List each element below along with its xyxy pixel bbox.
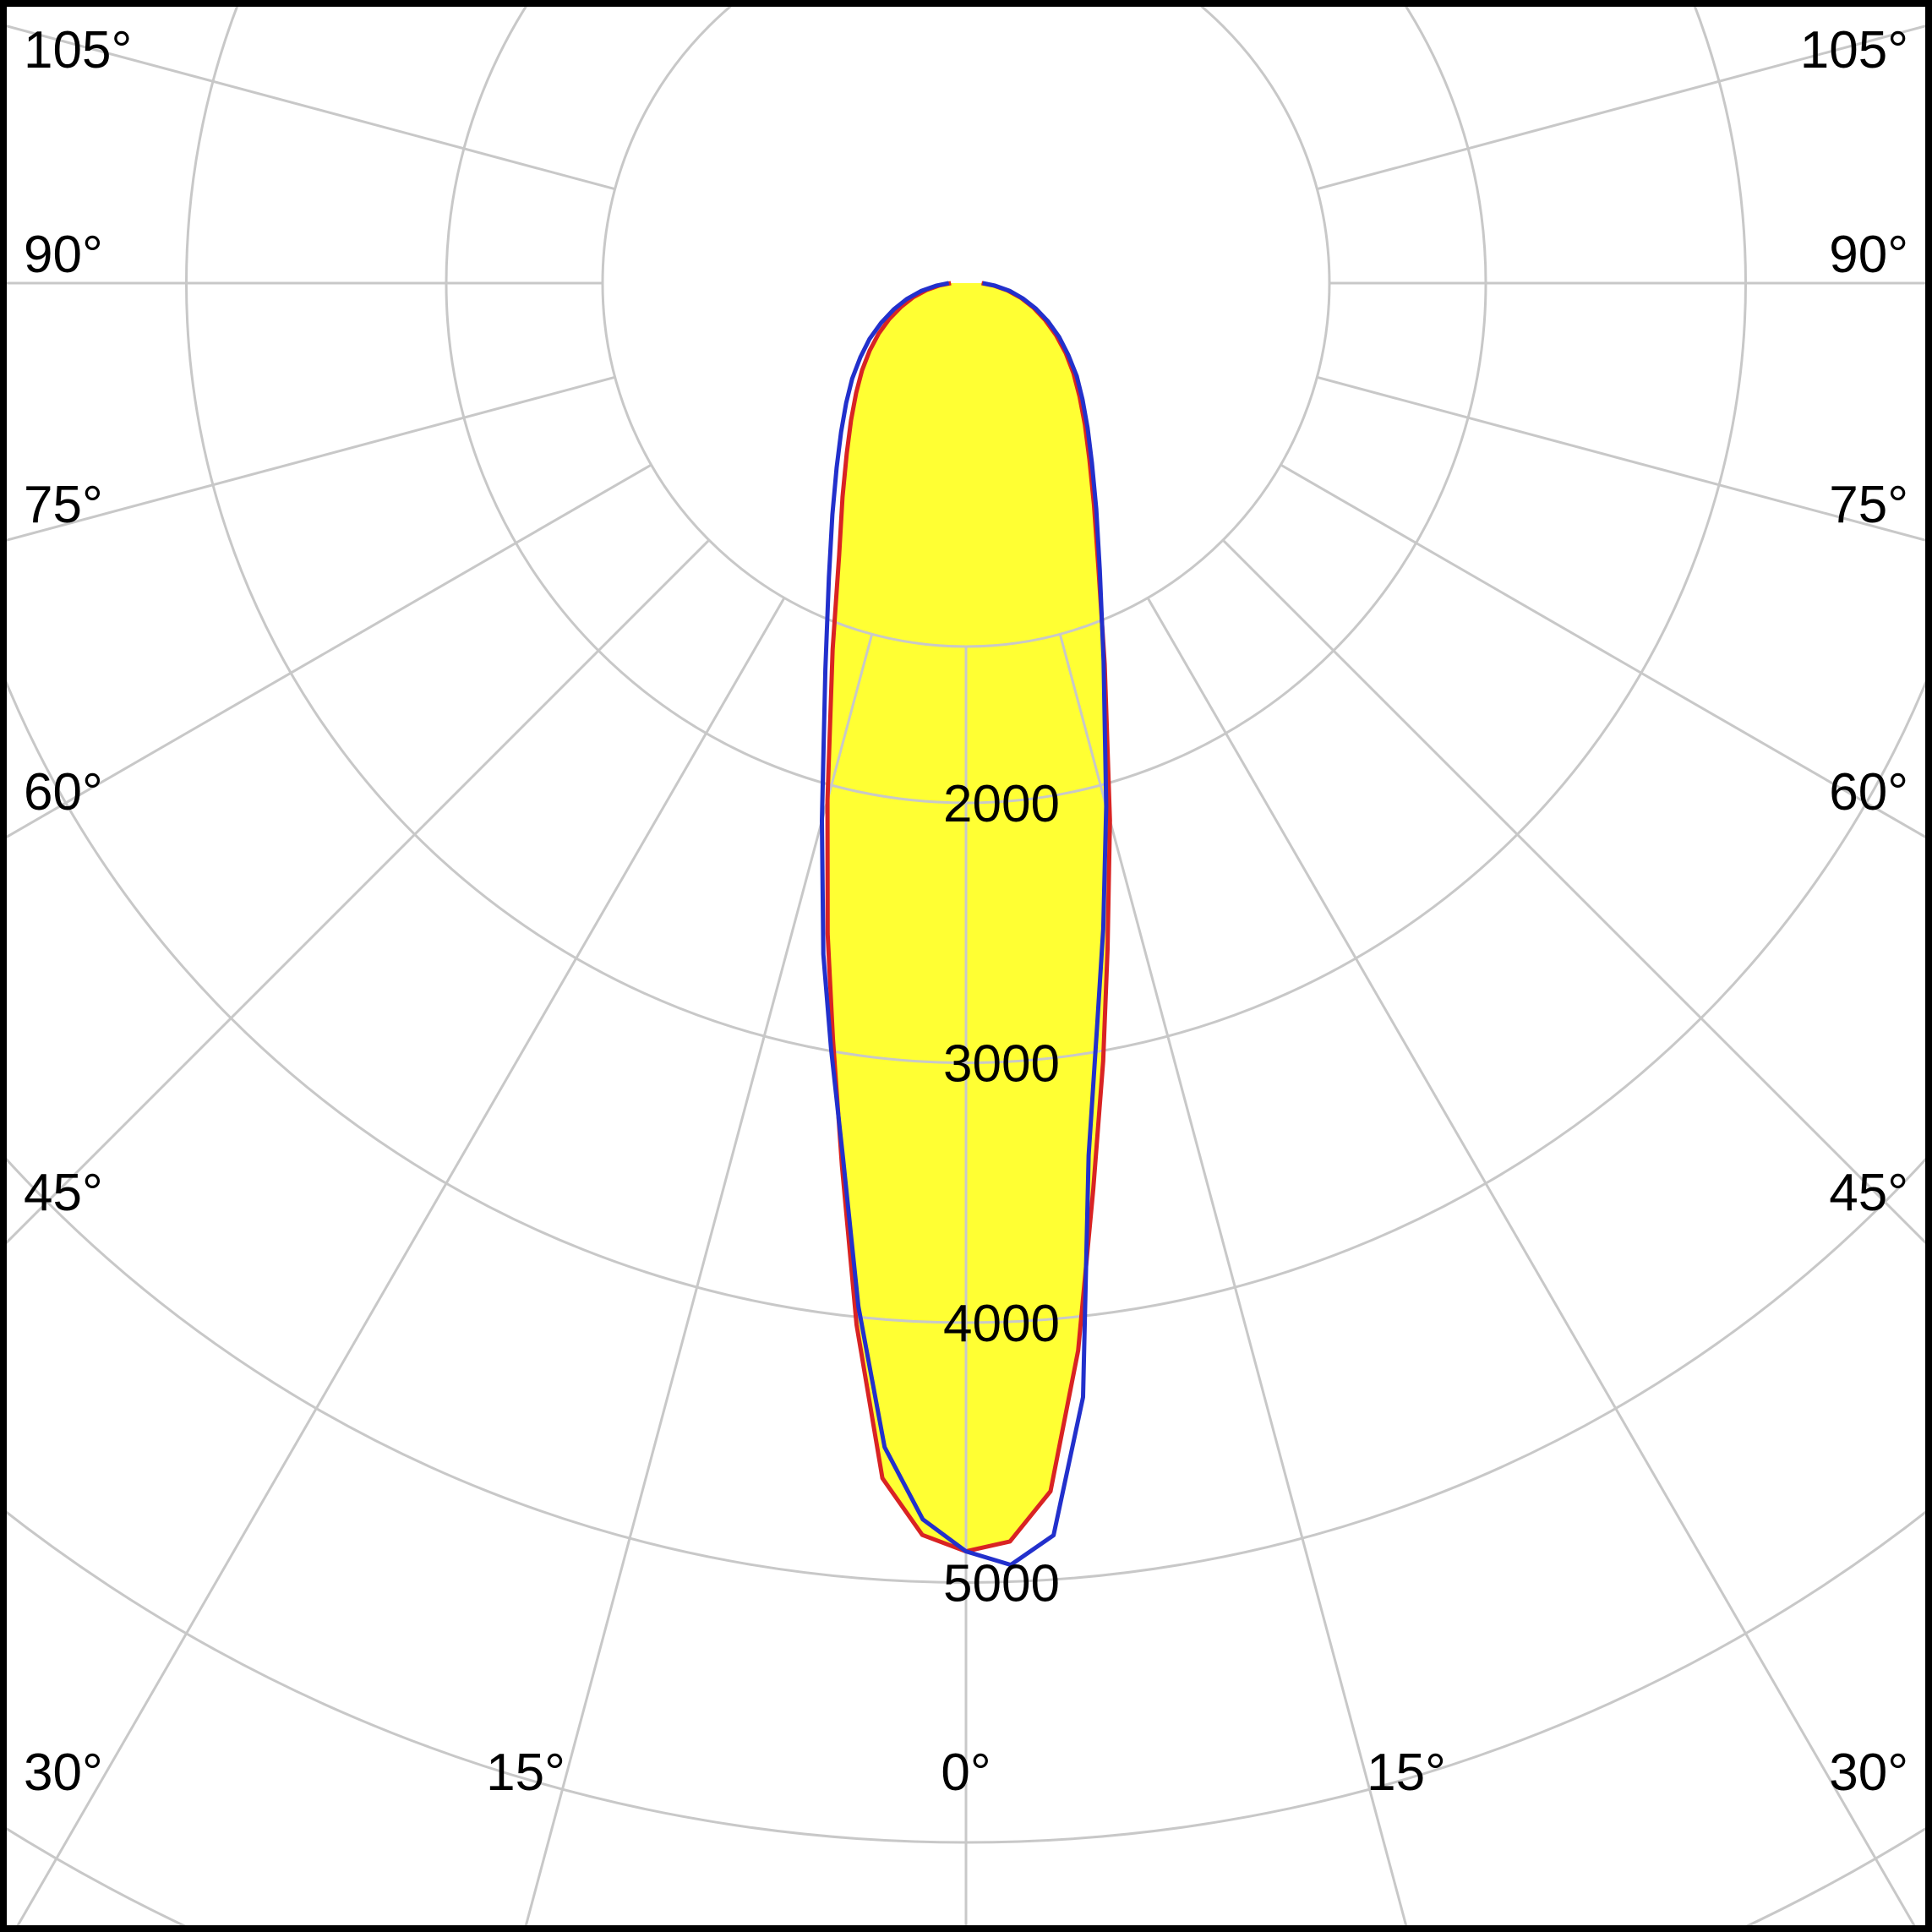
- angle-ray--45deg: [0, 538, 711, 1252]
- angle-ray--105deg: [0, 23, 616, 191]
- angle-ray--15deg: [522, 633, 874, 1932]
- beam-fill: [827, 283, 1111, 1552]
- angle-ray-45deg: [1221, 538, 1932, 1252]
- intensity-curve-c90-c270: [820, 281, 1109, 1568]
- labels-layer: 105° 90° 75° 60° 45° 105° 90° 75° 60° 45° 30° 15° 0°…: [24, 21, 1908, 1802]
- angle-label-left-3: 60°: [24, 763, 103, 821]
- angle-label-left-0: 105°: [24, 21, 132, 79]
- angle-ray-60deg: [1280, 463, 1932, 843]
- angle-ray-105deg: [1316, 23, 1932, 191]
- angle-label-right-0: 105°: [1800, 21, 1908, 79]
- angle-label-right-3: 60°: [1829, 763, 1908, 821]
- angle-label-right-4: 45°: [1829, 1164, 1908, 1222]
- angle-label-left-4: 45°: [24, 1164, 103, 1222]
- angle-ray-15deg: [1058, 633, 1410, 1932]
- angle-label-left-2: 75°: [24, 476, 103, 534]
- curves-layer: [820, 281, 1112, 1568]
- angle-ray--30deg: [12, 597, 786, 1932]
- radial-value-label-5000: 5000: [943, 1555, 1060, 1613]
- beam-fill-layer: [827, 283, 1111, 1552]
- angle-ray--60deg: [0, 463, 652, 843]
- angle-label-right-2: 75°: [1829, 476, 1908, 534]
- radial-value-label-3000: 3000: [943, 1035, 1060, 1094]
- angle-ray--75deg: [0, 375, 616, 543]
- angle-ray-30deg: [1146, 597, 1920, 1932]
- radial-value-label-2000: 2000: [943, 775, 1060, 833]
- angle-label-left-1: 90°: [24, 226, 103, 284]
- angle-label-right-1: 90°: [1829, 226, 1908, 284]
- angle-label-bottom-4: 30°: [1829, 1744, 1908, 1802]
- angle-label-bottom-0: 30°: [24, 1744, 103, 1802]
- angle-ray-75deg: [1316, 375, 1932, 543]
- radial-value-label-4000: 4000: [943, 1295, 1060, 1353]
- angle-label-bottom-1: 15°: [486, 1744, 565, 1802]
- angle-label-bottom-2: 0°: [941, 1744, 991, 1802]
- angle-label-bottom-3: 15°: [1367, 1744, 1446, 1802]
